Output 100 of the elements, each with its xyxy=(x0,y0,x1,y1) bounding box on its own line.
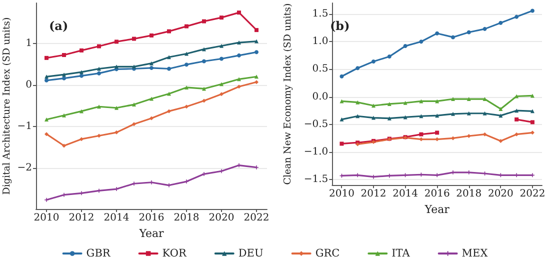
point xyxy=(62,53,66,58)
x-tick-label: 2018 xyxy=(174,212,200,224)
point xyxy=(132,102,136,107)
point xyxy=(450,97,455,102)
y-axis-title: Digital Architecture Index (SD units) xyxy=(2,17,12,195)
point xyxy=(97,134,101,138)
point xyxy=(387,54,392,59)
point xyxy=(44,132,48,136)
point xyxy=(114,106,118,110)
point xyxy=(482,111,487,116)
point xyxy=(498,114,503,118)
legend-label: ITA xyxy=(392,248,410,260)
line-series xyxy=(44,163,258,202)
point xyxy=(498,106,503,111)
point xyxy=(387,116,392,120)
y-tick-label: −1.0 xyxy=(304,146,328,158)
point xyxy=(184,85,188,90)
y-tick-label: −1 xyxy=(17,121,32,132)
point xyxy=(114,40,118,44)
point xyxy=(202,59,206,64)
point xyxy=(450,112,455,116)
y-tick-label: −0.5 xyxy=(304,118,328,130)
point xyxy=(482,26,487,31)
point xyxy=(184,104,188,109)
point xyxy=(254,80,258,84)
point xyxy=(340,117,344,122)
point xyxy=(62,144,66,148)
point xyxy=(202,47,206,52)
point xyxy=(220,82,224,86)
point xyxy=(403,44,408,48)
y-tick-label: 1.5 xyxy=(312,8,328,20)
x-tick-label: 2012 xyxy=(68,212,94,224)
point xyxy=(80,74,84,78)
point xyxy=(514,132,519,136)
y-tick-label: 1 xyxy=(26,38,32,49)
point xyxy=(220,16,224,20)
y-axis-title: Clean New Economy Index (SD units) xyxy=(282,3,294,185)
x-tick-label: 2022 xyxy=(244,212,270,224)
point xyxy=(372,116,376,120)
point xyxy=(237,53,241,58)
point xyxy=(97,44,101,48)
point xyxy=(167,29,171,34)
point xyxy=(97,188,101,193)
point xyxy=(356,66,360,70)
point xyxy=(237,77,241,82)
point xyxy=(419,114,424,118)
point xyxy=(237,10,241,15)
line-series xyxy=(44,74,258,122)
x-tick-label: 2022 xyxy=(520,188,546,200)
point xyxy=(254,50,258,54)
point xyxy=(62,76,66,80)
point xyxy=(80,48,84,52)
y-tick-label: −1.5 xyxy=(304,174,328,186)
point xyxy=(114,64,118,69)
point xyxy=(62,113,66,118)
x-tick-label: 2010 xyxy=(34,212,60,224)
x-tick-label: 2010 xyxy=(328,188,354,200)
point xyxy=(202,98,206,103)
y-tick-label: 0 xyxy=(26,79,32,90)
point xyxy=(466,134,471,138)
point xyxy=(80,70,84,74)
point xyxy=(44,198,48,202)
point xyxy=(97,71,101,76)
point xyxy=(62,72,66,77)
point xyxy=(167,109,171,114)
point xyxy=(254,39,258,44)
point xyxy=(202,86,206,91)
y-tick-label: 1.0 xyxy=(312,36,328,48)
point xyxy=(132,122,136,126)
line-series xyxy=(44,39,258,79)
point xyxy=(254,74,258,79)
point xyxy=(44,78,48,82)
point xyxy=(419,40,424,44)
point xyxy=(435,130,440,135)
point xyxy=(435,114,440,118)
point xyxy=(184,62,188,67)
point xyxy=(80,191,84,196)
point xyxy=(44,118,48,122)
x-tick-label: 2016 xyxy=(138,212,164,224)
point xyxy=(220,169,224,174)
point xyxy=(466,111,471,116)
point xyxy=(220,92,224,96)
point xyxy=(530,8,534,13)
point xyxy=(237,163,241,168)
point xyxy=(498,20,503,25)
point xyxy=(150,116,154,120)
point xyxy=(150,61,154,66)
x-tick-label: 2020 xyxy=(488,188,514,200)
point xyxy=(514,108,519,113)
x-tick-label: 2018 xyxy=(456,188,482,200)
x-tick-label: 2014 xyxy=(104,212,130,224)
point xyxy=(419,132,424,136)
legend-label: GRC xyxy=(315,248,340,260)
point xyxy=(202,19,206,24)
point xyxy=(80,109,84,114)
x-axis-title: Year xyxy=(424,203,450,216)
point xyxy=(387,102,392,106)
point xyxy=(372,59,376,64)
point xyxy=(340,142,344,146)
point xyxy=(254,28,258,32)
